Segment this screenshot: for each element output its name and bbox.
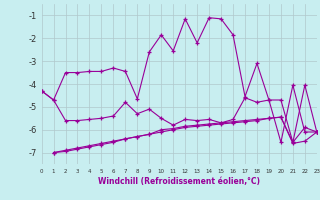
- X-axis label: Windchill (Refroidissement éolien,°C): Windchill (Refroidissement éolien,°C): [98, 177, 260, 186]
